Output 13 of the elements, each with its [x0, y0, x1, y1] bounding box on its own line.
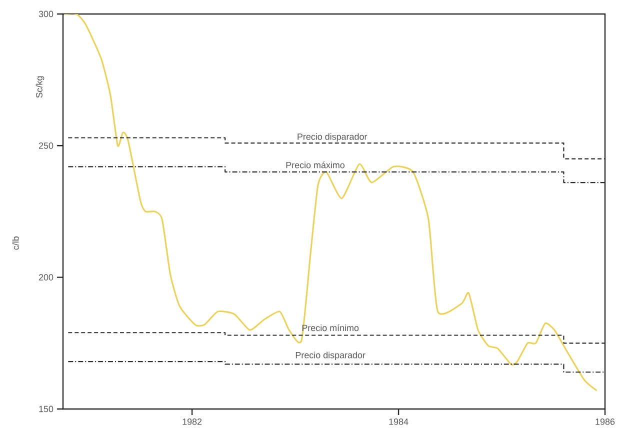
y-tick-label: 300: [38, 10, 54, 18]
y-tick-label: 150: [39, 406, 54, 412]
text: Sc/kg: [36, 76, 44, 98]
series-label: Precio disparador: [296, 352, 366, 360]
y-axis-title: c/lb: [12, 236, 19, 250]
series-label: Precio disparador: [298, 133, 368, 142]
x-tick-label: 1984: [389, 418, 408, 425]
series-label: Precio máximo: [286, 161, 345, 168]
y-tick-label: 200: [38, 274, 54, 280]
y-tick-label: 250: [38, 142, 54, 149]
line-series: [63, 14, 598, 392]
x-tick-label: 1982: [182, 418, 202, 425]
x-tick-label: 1986: [596, 418, 615, 425]
